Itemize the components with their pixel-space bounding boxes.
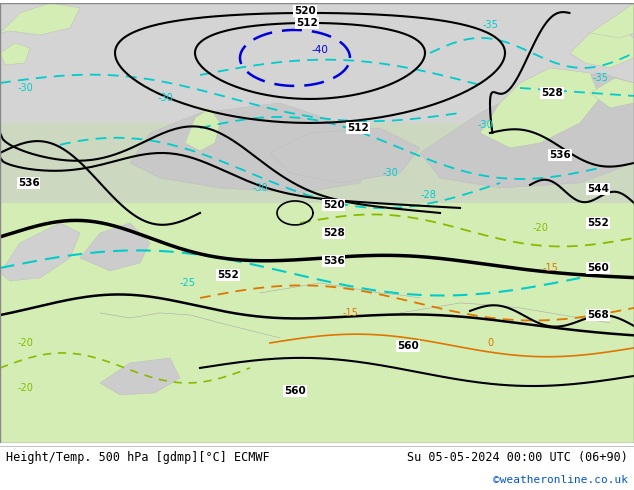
- Text: -30: -30: [157, 93, 173, 103]
- Text: -15: -15: [542, 263, 558, 273]
- Polygon shape: [80, 223, 150, 271]
- Text: 512: 512: [296, 18, 318, 28]
- Text: 520: 520: [323, 200, 345, 210]
- Polygon shape: [0, 223, 80, 281]
- Text: 552: 552: [217, 270, 239, 280]
- Text: -30: -30: [252, 183, 268, 193]
- Polygon shape: [100, 358, 180, 395]
- Text: -25: -25: [180, 278, 196, 288]
- Text: 0: 0: [487, 338, 493, 348]
- Polygon shape: [590, 3, 634, 38]
- Text: 552: 552: [587, 218, 609, 228]
- Text: -20: -20: [18, 383, 34, 393]
- Text: 560: 560: [284, 386, 306, 396]
- Text: 544: 544: [587, 184, 609, 194]
- Text: 568: 568: [587, 310, 609, 320]
- Bar: [0, 3, 634, 143]
- Polygon shape: [420, 73, 634, 188]
- Text: -40: -40: [311, 45, 328, 55]
- Bar: [0, 123, 634, 203]
- Text: -30: -30: [382, 168, 398, 178]
- Text: 560: 560: [397, 341, 419, 351]
- Text: Height/Temp. 500 hPa [gdmp][°C] ECMWF: Height/Temp. 500 hPa [gdmp][°C] ECMWF: [6, 451, 269, 465]
- Polygon shape: [480, 68, 600, 148]
- Bar: [0, 203, 634, 443]
- Polygon shape: [130, 103, 380, 193]
- Text: -20: -20: [532, 223, 548, 233]
- Polygon shape: [0, 43, 30, 65]
- Text: 536: 536: [18, 178, 40, 188]
- Text: 528: 528: [541, 88, 563, 98]
- Text: 512: 512: [347, 123, 369, 133]
- Text: 520: 520: [294, 6, 316, 16]
- Text: Su 05-05-2024 00:00 UTC (06+90): Su 05-05-2024 00:00 UTC (06+90): [407, 451, 628, 465]
- Text: -30: -30: [477, 120, 493, 130]
- Polygon shape: [0, 3, 80, 35]
- Text: 528: 528: [323, 228, 345, 238]
- Text: ©weatheronline.co.uk: ©weatheronline.co.uk: [493, 475, 628, 485]
- Text: 536: 536: [549, 150, 571, 160]
- Text: 536: 536: [323, 256, 345, 266]
- Text: 560: 560: [587, 263, 609, 273]
- Text: -20: -20: [18, 338, 34, 348]
- Polygon shape: [185, 108, 220, 151]
- Polygon shape: [570, 28, 634, 68]
- Text: -35: -35: [592, 73, 608, 83]
- Text: -30: -30: [18, 83, 34, 93]
- Text: -35: -35: [482, 20, 498, 30]
- Text: -28: -28: [420, 190, 436, 200]
- Polygon shape: [270, 128, 420, 183]
- Text: -15: -15: [342, 308, 358, 318]
- Polygon shape: [590, 78, 634, 108]
